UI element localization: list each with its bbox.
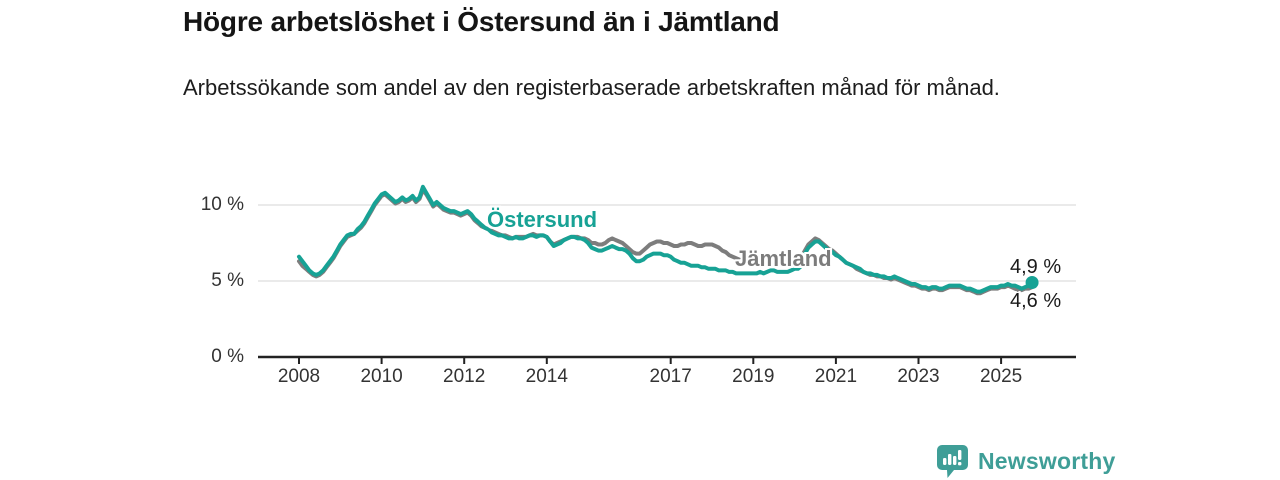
x-axis-tick-label: 2014: [525, 366, 568, 387]
x-axis-tick-label: 2019: [732, 366, 775, 387]
y-axis-tick-label: 0 %: [211, 346, 244, 367]
y-axis-tick-label: 5 %: [211, 270, 244, 291]
series-label-ostersund: Östersund: [487, 207, 598, 232]
newsworthy-brand: Newsworthy: [936, 444, 1115, 479]
x-axis-tick-label: 2021: [814, 366, 858, 387]
x-axis-tick-label: 2025: [979, 366, 1023, 387]
y-axis-tick-label: 10 %: [200, 194, 244, 215]
x-axis-tick-label: 2017: [649, 366, 692, 387]
x-axis-tick-label: 2023: [897, 366, 940, 387]
end-value-label-jamtland: 4,6 %: [1010, 290, 1062, 312]
x-axis-tick-label: 2010: [360, 366, 403, 387]
newsworthy-logo-icon: [937, 445, 968, 478]
page-title: Högre arbetslöshet i Östersund än i Jämt…: [183, 6, 780, 37]
x-axis-tick-label: 2008: [277, 366, 321, 387]
page-subtitle: Arbetssökande som andel av den registerb…: [183, 75, 1000, 100]
x-axis-tick-label: 2012: [443, 366, 486, 387]
end-value-label-ostersund: 4,9 %: [1010, 256, 1062, 278]
series-line-östersund: [297, 184, 1035, 294]
series-label-jamtland: Jämtland: [735, 246, 832, 271]
series-line-jämtland: [297, 187, 1035, 296]
newsworthy-brand-name: Newsworthy: [978, 448, 1116, 474]
